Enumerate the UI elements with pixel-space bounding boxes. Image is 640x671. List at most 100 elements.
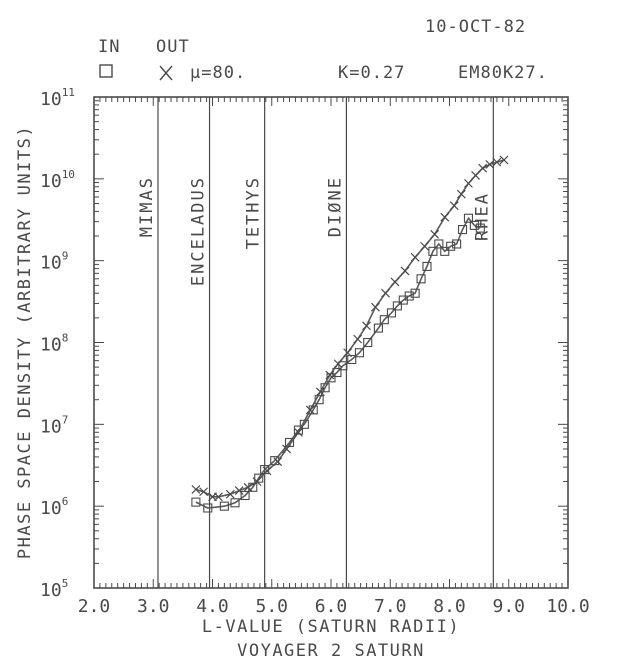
data-point-x [234, 486, 244, 496]
x-tick-label: 10.0 [546, 596, 589, 617]
x-axis-title: L-VALUE (SATURN RADII) [202, 617, 460, 637]
x-tick-label: 9.0 [492, 596, 525, 617]
y-tick-exponent: 7 [62, 413, 69, 426]
y-tick-base: 10 [40, 580, 62, 601]
data-point-x [381, 288, 390, 298]
data-point-x [449, 201, 459, 211]
data-point-x [464, 178, 473, 188]
moon-label: MIMAS [137, 176, 157, 237]
y-axis-title: PHASE SPACE DENSITY (ARBITRARY UNITS) [15, 125, 35, 559]
header-mu: μ=80. [190, 63, 246, 83]
data-point-square [240, 490, 250, 501]
y-tick-base: 10 [40, 335, 62, 356]
data-point-square [203, 503, 213, 513]
data-point-square [410, 288, 420, 298]
data-point-x [362, 321, 371, 331]
data-point-x [353, 334, 363, 344]
x-tick-label: 3.0 [137, 596, 170, 617]
data-point-square [469, 220, 479, 230]
x-tick-label: 6.0 [315, 596, 348, 617]
moon-label: ENCELADUS [189, 176, 209, 286]
data-point-x [371, 302, 380, 312]
data-point-x [499, 155, 509, 165]
data-point-square [446, 241, 456, 251]
y-tick-base: 10 [40, 89, 62, 110]
y-tick-exponent: 8 [62, 332, 69, 345]
data-point-x [273, 457, 283, 467]
data-point-x [478, 163, 488, 173]
legend-in-label: IN [98, 37, 120, 57]
x-tick-label: 7.0 [374, 596, 407, 617]
series-line [195, 159, 505, 498]
data-point-x [492, 157, 502, 167]
y-tick-label: 1011 [40, 86, 75, 110]
data-point-x [282, 444, 291, 454]
x-tick-label: 2.0 [78, 596, 111, 617]
data-point-x [262, 466, 272, 476]
legend-in-square-icon [99, 64, 113, 78]
data-point-square [347, 354, 357, 365]
data-point-square [293, 425, 303, 435]
y-tick-base: 10 [40, 498, 62, 519]
moon-label: TETHYS [244, 176, 264, 249]
legend-out-label: OUT [156, 37, 190, 57]
axis-ticks [93, 96, 569, 589]
data-point-square [392, 301, 402, 311]
header-date: 10-OCT-82 [425, 17, 526, 37]
data-point-x [430, 229, 440, 239]
data-point-x [343, 348, 353, 358]
y-tick-exponent: 6 [62, 495, 69, 508]
data-point-x [390, 277, 400, 287]
y-tick-exponent: 5 [62, 577, 69, 590]
data-point-square [363, 337, 373, 348]
y-tick-exponent: 11 [62, 86, 75, 99]
data-point-x [440, 212, 450, 222]
x-tick-labels: 2.0 3.0 4.0 5.0 6.0 7.0 8.0 9.0 10.0 [78, 596, 590, 617]
x-tick-label: 8.0 [433, 596, 466, 617]
data-point-x [400, 266, 410, 276]
data-point-square [373, 323, 383, 333]
y-tick-exponent: 9 [62, 250, 69, 263]
data-point-square [422, 261, 432, 271]
header-k: K=0.27 [338, 63, 405, 83]
plot-frame [93, 96, 569, 589]
data-point-square [475, 223, 485, 233]
data-point-x [471, 171, 480, 180]
data-point-x [293, 427, 303, 437]
data-point-x [243, 482, 253, 492]
data-point-x [214, 492, 223, 502]
data-point-square [230, 498, 240, 508]
y-tick-label: 109 [40, 250, 68, 274]
data-point-x [225, 489, 235, 499]
header-code: EM80K27. [458, 63, 548, 83]
y-tick-base: 10 [40, 416, 62, 437]
data-point-x [325, 370, 335, 380]
series-line [195, 216, 481, 509]
data-point-square [191, 497, 201, 507]
data-point-x [456, 189, 466, 199]
data-point-x [305, 405, 315, 415]
y-tick-base: 10 [40, 253, 62, 274]
moon-lines: MIMAS ENCELADUS TETHYS DIØNE RHEA [137, 97, 494, 588]
data-point-x [252, 477, 262, 486]
y-tick-label: 106 [40, 495, 68, 519]
moon-label: RHEA [472, 192, 492, 241]
y-tick-label: 105 [40, 577, 68, 601]
data-point-x [315, 387, 325, 397]
data-point-square [463, 213, 474, 223]
y-tick-label: 108 [40, 332, 68, 356]
data-point-square [219, 501, 229, 511]
data-point-x [191, 485, 201, 494]
data-point-square [457, 225, 468, 235]
data-point-x [333, 359, 343, 369]
data-point-x [485, 159, 495, 169]
y-tick-base: 10 [40, 171, 62, 192]
data-point-square [379, 315, 389, 325]
data-point-square [440, 246, 450, 256]
data-series [191, 155, 509, 513]
data-point-square [354, 348, 364, 358]
data-point-square [254, 473, 264, 483]
y-tick-label: 1010 [40, 168, 75, 192]
